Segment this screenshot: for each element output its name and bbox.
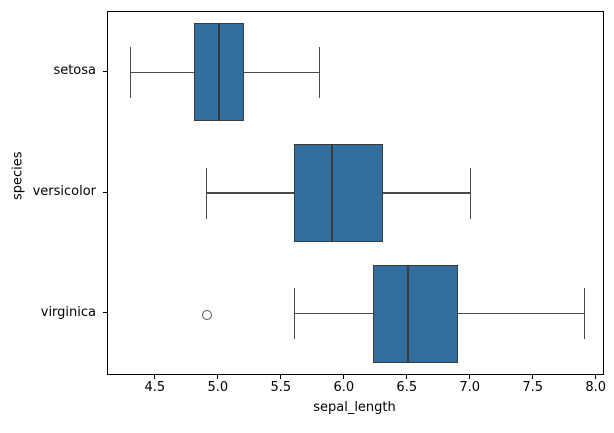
whisker-cap-high bbox=[583, 288, 585, 340]
median-line bbox=[331, 144, 333, 242]
box-virginica bbox=[373, 264, 459, 363]
x-tick-mark bbox=[154, 375, 156, 379]
xtick-label: 6.5 bbox=[396, 380, 418, 395]
plot-area bbox=[107, 11, 604, 375]
whisker-cap-high bbox=[470, 167, 472, 219]
whisker-line-low bbox=[130, 71, 194, 73]
x-tick-mark bbox=[217, 375, 219, 379]
xtick-label: 6.0 bbox=[333, 380, 355, 395]
whisker-line-low bbox=[206, 192, 295, 194]
xtick-label: 8.0 bbox=[585, 380, 607, 395]
median-line bbox=[407, 264, 409, 363]
median-line bbox=[218, 23, 220, 122]
y-tick-mark bbox=[103, 70, 107, 72]
xtick-label: 5.0 bbox=[207, 380, 229, 395]
x-tick-mark bbox=[406, 375, 408, 379]
whisker-cap-high bbox=[319, 46, 321, 98]
xtick-label: 7.5 bbox=[522, 380, 544, 395]
y-tick-mark bbox=[103, 191, 107, 193]
xtick-label: 4.5 bbox=[144, 380, 166, 395]
x-tick-mark bbox=[595, 375, 597, 379]
ytick-label: virginica bbox=[40, 304, 96, 320]
whisker-cap-low bbox=[130, 46, 132, 98]
ytick-label: versicolor bbox=[32, 184, 96, 199]
x-tick-mark bbox=[280, 375, 282, 379]
xtick-label: 7.0 bbox=[459, 380, 481, 395]
x-tick-mark bbox=[469, 375, 471, 379]
whisker-cap-low bbox=[205, 167, 207, 219]
whisker-line-low bbox=[294, 313, 374, 315]
whisker-line-high bbox=[382, 192, 471, 194]
outlier-point bbox=[202, 309, 213, 320]
ytick-label: setosa bbox=[53, 63, 96, 79]
x-axis-label: sepal_length bbox=[313, 400, 396, 415]
whisker-line-high bbox=[244, 71, 320, 73]
y-tick-mark bbox=[103, 312, 107, 314]
xtick-label: 5.5 bbox=[270, 380, 292, 395]
box-versicolor bbox=[294, 144, 383, 242]
whisker-cap-low bbox=[293, 288, 295, 340]
x-tick-mark bbox=[532, 375, 534, 379]
whisker-line-high bbox=[458, 313, 585, 315]
x-tick-mark bbox=[343, 375, 345, 379]
